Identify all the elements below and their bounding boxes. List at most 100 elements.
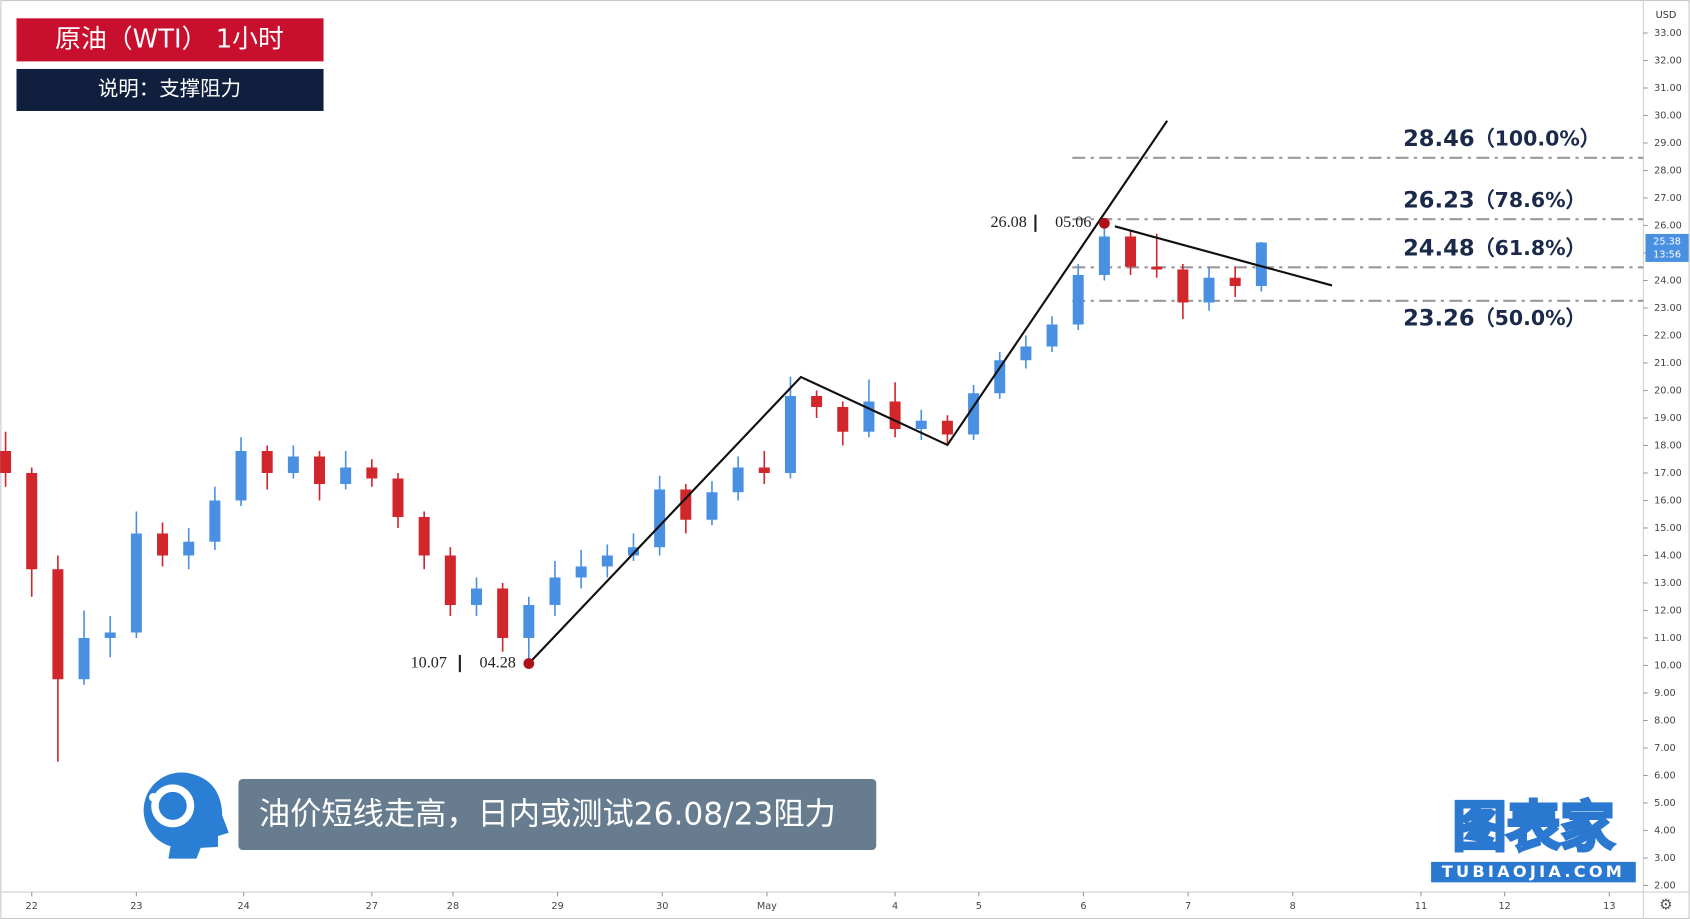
brand-logo: 图表家 xyxy=(1453,795,1615,858)
candle-body xyxy=(104,632,116,638)
y-tick-label: 8.00 xyxy=(1654,715,1676,726)
candle-body xyxy=(758,467,770,473)
y-tick-label: 9.00 xyxy=(1654,688,1676,699)
x-tick-label: 27 xyxy=(366,901,378,912)
level-value: 28.46 xyxy=(1403,126,1475,152)
chart-title: 原油（WTI） 1小时 xyxy=(55,24,284,54)
level-percent: （100.0%） xyxy=(1474,127,1600,151)
x-tick-label: 24 xyxy=(237,901,249,912)
level-percent: （78.6%） xyxy=(1474,188,1586,212)
countdown: 13:56 xyxy=(1653,249,1681,260)
x-tick-label: 12 xyxy=(1499,901,1511,912)
plot-area: 2.00 3.00 4.00 5.00 6.00 7.00 8.00 9.00 10.00 11.… xyxy=(0,28,1682,912)
y-tick-label: 6.00 xyxy=(1654,770,1676,781)
y-tick-label: 13.00 xyxy=(1654,578,1682,589)
y-tick-label: 14.00 xyxy=(1654,550,1682,561)
candle-body xyxy=(784,395,796,473)
y-tick-label: 30.00 xyxy=(1654,110,1682,121)
candle-body xyxy=(654,489,666,548)
currency-label: USD xyxy=(1656,10,1677,21)
candle-body xyxy=(575,566,587,578)
candle-body xyxy=(811,395,823,407)
candle-body xyxy=(994,360,1006,394)
y-tick-label: 12.00 xyxy=(1654,605,1682,616)
x-tick-label: 8 xyxy=(1290,901,1296,912)
candle-body xyxy=(549,577,561,605)
candle-body xyxy=(314,456,326,484)
candle-body xyxy=(157,533,169,556)
candle-body xyxy=(1020,346,1032,361)
y-tick-label: 2.00 xyxy=(1654,880,1676,891)
candle-body xyxy=(627,547,639,556)
x-tick-label: 11 xyxy=(1415,901,1427,912)
settings-icon[interactable]: ⚙ xyxy=(1659,895,1673,913)
x-tick-label: 28 xyxy=(447,901,459,912)
last-price: 25.38 xyxy=(1653,236,1681,247)
y-tick-label: 3.00 xyxy=(1654,853,1676,864)
brand-bar xyxy=(1431,861,1636,883)
y-tick-label: 20.00 xyxy=(1654,385,1682,396)
candle-body xyxy=(470,588,482,605)
x-tick-label: 29 xyxy=(551,901,563,912)
y-tick-label: 29.00 xyxy=(1654,138,1682,149)
subtitle-box xyxy=(16,68,324,111)
high-label: 26.08 xyxy=(990,214,1026,231)
x-tick-label: 22 xyxy=(26,901,38,912)
candle-body xyxy=(1203,277,1215,303)
x-tick-label: 23 xyxy=(130,901,142,912)
level-value: 26.23 xyxy=(1403,187,1475,213)
y-tick-label: 33.00 xyxy=(1654,28,1682,39)
x-tick-label: 7 xyxy=(1185,901,1191,912)
candle-body xyxy=(287,456,299,473)
candle-body xyxy=(915,420,927,429)
y-tick-label: 10.00 xyxy=(1654,660,1682,671)
candle-body xyxy=(732,467,744,493)
title-box xyxy=(16,18,324,62)
trend-line xyxy=(1114,225,1333,287)
x-tick-label: 6 xyxy=(1080,901,1086,912)
y-tick-label: 22.00 xyxy=(1654,330,1682,341)
y-tick-label: 17.00 xyxy=(1654,468,1682,479)
y-tick-label: 16.00 xyxy=(1654,495,1682,506)
y-tick-label: 18.00 xyxy=(1654,440,1682,451)
x-tick-label: 4 xyxy=(892,901,898,912)
y-tick-label: 11.00 xyxy=(1654,633,1682,644)
robot-icon xyxy=(143,772,229,859)
low-label: 10.07 xyxy=(411,654,447,671)
y-tick-label: 15.00 xyxy=(1654,523,1682,534)
candle-body xyxy=(968,393,980,435)
y-tick-label: 5.00 xyxy=(1654,798,1676,809)
y-tick-label: 7.00 xyxy=(1654,743,1676,754)
candle-body xyxy=(1125,236,1137,267)
level-percent: （61.8%） xyxy=(1474,236,1586,260)
y-tick-label: 31.00 xyxy=(1654,83,1682,94)
candle-body xyxy=(392,478,404,517)
candle-body xyxy=(183,541,195,556)
low-marker xyxy=(523,658,535,669)
candle-body xyxy=(1046,324,1058,347)
candle-body xyxy=(1072,274,1084,325)
chart-subtitle: 说明：支撑阻力 xyxy=(98,76,241,100)
y-tick-label: 27.00 xyxy=(1654,193,1682,204)
candle-body xyxy=(1098,236,1110,275)
level-percent: （50.0%） xyxy=(1474,306,1586,330)
y-tick-label: 28.00 xyxy=(1654,165,1682,176)
x-tick-label: 13 xyxy=(1603,901,1615,912)
candle-body xyxy=(130,533,142,633)
y-tick-label: 21.00 xyxy=(1654,358,1682,369)
candle-body xyxy=(680,489,692,520)
candle-body xyxy=(706,492,718,520)
x-tick-label: May xyxy=(757,901,777,912)
candle-body xyxy=(340,467,352,484)
x-tick-label: 30 xyxy=(656,901,668,912)
y-tick-label: 4.00 xyxy=(1654,825,1676,836)
candle-body xyxy=(863,401,875,432)
y-tick-label: 26.00 xyxy=(1654,220,1682,231)
candle-body xyxy=(941,420,953,435)
candle-body xyxy=(366,467,378,479)
candle-body xyxy=(1229,277,1241,286)
high-date: 05.06 xyxy=(1055,214,1091,231)
candle-body xyxy=(418,516,430,556)
